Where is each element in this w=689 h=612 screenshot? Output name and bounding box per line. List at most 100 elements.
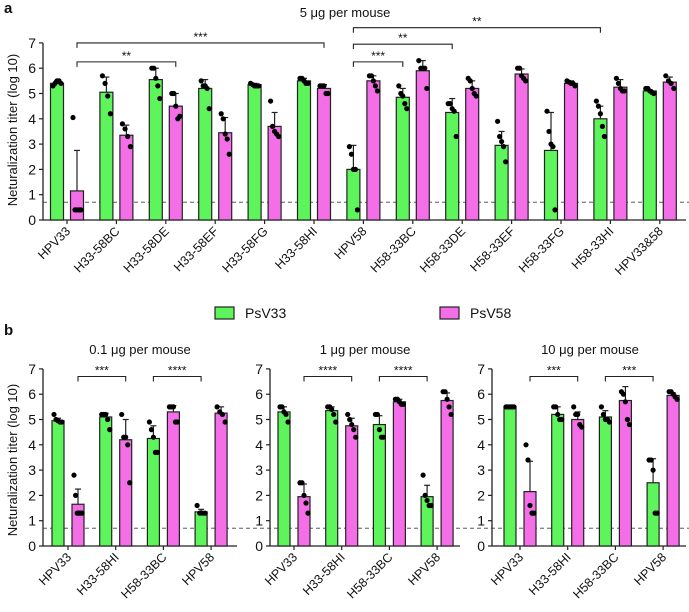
- x-tick-label: H33-58FG: [220, 224, 271, 275]
- data-point: [202, 510, 208, 516]
- data-point: [442, 389, 448, 395]
- data-point: [177, 113, 183, 119]
- data-point: [127, 144, 133, 150]
- y-tick-label: 4: [477, 437, 485, 453]
- data-point: [620, 391, 627, 397]
- panel-label-a: a: [4, 0, 13, 17]
- y-tick-label: 2: [28, 487, 36, 503]
- data-point: [416, 58, 422, 64]
- bar-psv58: [166, 411, 180, 547]
- data-point: [527, 502, 533, 509]
- data-point: [422, 492, 428, 498]
- data-point: [301, 492, 307, 498]
- data-point: [420, 472, 426, 478]
- x-tick-label: H33-58BC: [71, 224, 122, 275]
- data-point: [624, 416, 631, 423]
- data-point: [396, 83, 402, 89]
- data-point: [555, 411, 561, 418]
- data-point: [71, 472, 77, 478]
- data-point: [148, 427, 154, 433]
- x-tick-label: H33-58HI: [74, 550, 122, 598]
- data-point: [579, 424, 585, 430]
- data-point: [550, 144, 556, 150]
- data-point: [218, 111, 224, 117]
- data-point: [601, 133, 608, 140]
- significance-label: ****: [168, 363, 187, 377]
- significance-label: **: [122, 49, 132, 63]
- data-point: [544, 108, 550, 114]
- y-tick-label: 1: [28, 187, 36, 203]
- data-point: [370, 78, 376, 84]
- data-point: [575, 411, 581, 418]
- data-point: [352, 166, 358, 172]
- data-point: [99, 73, 105, 79]
- data-point: [422, 65, 428, 71]
- x-tick-label: H58-33DE: [417, 224, 468, 275]
- y-axis-label: Neturalization titer (log 10): [5, 54, 20, 206]
- data-point: [224, 136, 230, 142]
- bar-psv58: [392, 401, 406, 547]
- x-tick-label: HPV33: [488, 550, 526, 588]
- bar-psv58: [440, 399, 454, 547]
- data-point: [59, 419, 65, 425]
- data-point: [469, 85, 475, 92]
- data-point: [606, 419, 613, 425]
- y-tick-label: 6: [477, 386, 485, 402]
- x-tick-label: HPV33&58: [612, 224, 666, 278]
- x-tick-label: HPV33: [36, 550, 74, 588]
- y-tick-label: 2: [28, 161, 36, 177]
- data-point: [119, 121, 125, 127]
- data-point: [285, 419, 291, 425]
- data-point: [119, 411, 125, 418]
- x-tick-label: H33-58EF: [171, 224, 221, 274]
- data-point: [331, 411, 337, 418]
- data-point: [270, 123, 276, 129]
- bar-psv33: [277, 411, 291, 547]
- y-tick-label: 4: [28, 111, 36, 127]
- significance-bracket: [76, 42, 325, 48]
- data-point: [650, 467, 656, 473]
- data-point: [453, 133, 459, 140]
- bar-psv58: [613, 86, 628, 221]
- bar-psv33: [51, 420, 65, 547]
- data-point: [600, 411, 607, 418]
- x-tick-label: H58-33BC: [344, 550, 395, 601]
- data-point: [153, 75, 159, 81]
- chart-title: 5 μg per mouse: [300, 5, 391, 20]
- data-point: [598, 404, 605, 410]
- data-point: [654, 510, 660, 516]
- data-point: [305, 510, 311, 516]
- chart-title: 0.1 μg per mouse: [89, 342, 190, 357]
- data-point: [495, 118, 501, 124]
- data-point: [467, 78, 473, 84]
- data-point: [671, 85, 677, 92]
- data-point: [78, 207, 84, 213]
- x-tick-label: H33-58DE: [121, 224, 172, 275]
- data-point: [593, 98, 600, 104]
- significance-label: **: [398, 31, 408, 45]
- significance-label: ***: [371, 49, 385, 63]
- data-point: [348, 151, 354, 157]
- data-point: [402, 101, 408, 107]
- chart-title: 10 μg per mouse: [541, 342, 639, 357]
- data-point: [473, 93, 479, 99]
- data-point: [546, 128, 552, 135]
- data-point: [517, 65, 523, 71]
- significance-label: ***: [95, 363, 109, 377]
- y-tick-label: 6: [255, 386, 263, 402]
- data-point: [279, 404, 285, 410]
- x-tick-label: HPV58: [631, 550, 669, 588]
- data-point: [404, 106, 410, 112]
- significance-bracket: [352, 61, 404, 67]
- bar-psv58: [214, 412, 228, 547]
- data-point: [219, 411, 226, 418]
- data-point: [595, 103, 602, 109]
- data-point: [226, 151, 232, 157]
- legend-swatch-psv58: [439, 306, 460, 320]
- data-point: [174, 419, 180, 425]
- data-point: [368, 73, 374, 79]
- significance-bracket: [352, 43, 453, 50]
- data-point: [276, 133, 282, 140]
- y-tick-label: 7: [477, 361, 485, 377]
- data-point: [444, 396, 450, 402]
